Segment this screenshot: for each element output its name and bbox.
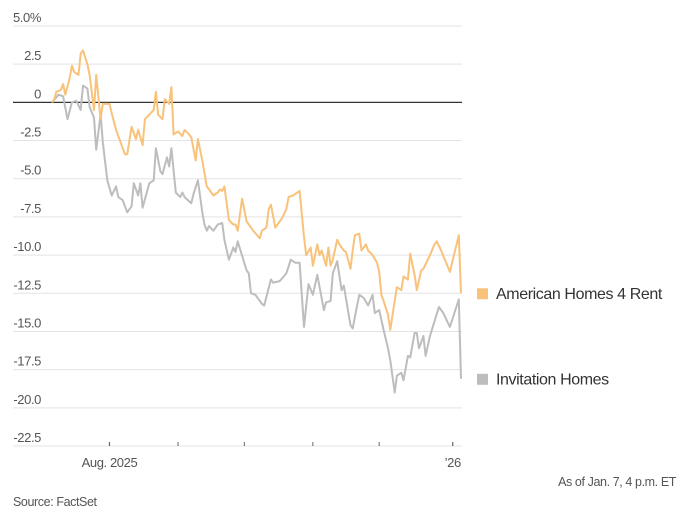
x-tick-label: Aug. 2025: [82, 455, 138, 470]
legend-label: Invitation Homes: [496, 371, 609, 388]
legend-swatch: [477, 373, 488, 385]
y-tick-label: -2.5: [20, 125, 41, 140]
y-tick-label: 0: [34, 86, 41, 101]
legend: Invitation Homes American Homes 4 Rent: [477, 286, 663, 388]
legend-swatch: [477, 288, 488, 300]
y-tick-label: -15.0: [13, 315, 41, 330]
y-tick-label: 2.5: [24, 48, 41, 63]
y-tick-label: -20.0: [13, 392, 41, 407]
x-tick-label: ’26: [445, 455, 461, 470]
timestamp-note: As of Jan. 7, 4 p.m. ET: [558, 475, 677, 489]
series-line-0: [51, 49, 462, 331]
y-axis-labels: 5.0% 2.5 0 -2.5 -5.0 -7.5 -10.0 -12.5 -15.0 -17.5…: [13, 10, 42, 445]
y-tick-label: -5.0: [20, 163, 41, 178]
y-tick-label: -12.5: [13, 277, 41, 292]
series-lines: [51, 49, 462, 394]
y-tick-label: 5.0%: [13, 10, 42, 25]
source-note: Source: FactSet: [13, 495, 98, 509]
y-tick-label: -22.5: [13, 430, 41, 445]
y-tick-label: -17.5: [13, 354, 41, 369]
series-line-1: [51, 84, 462, 394]
gridlines: [13, 25, 462, 447]
legend-label: American Homes 4 Rent: [496, 286, 663, 303]
y-tick-label: -7.5: [20, 201, 41, 216]
y-tick-label: -10.0: [13, 239, 41, 254]
x-axis: Aug. 2025 ’26: [82, 442, 461, 470]
